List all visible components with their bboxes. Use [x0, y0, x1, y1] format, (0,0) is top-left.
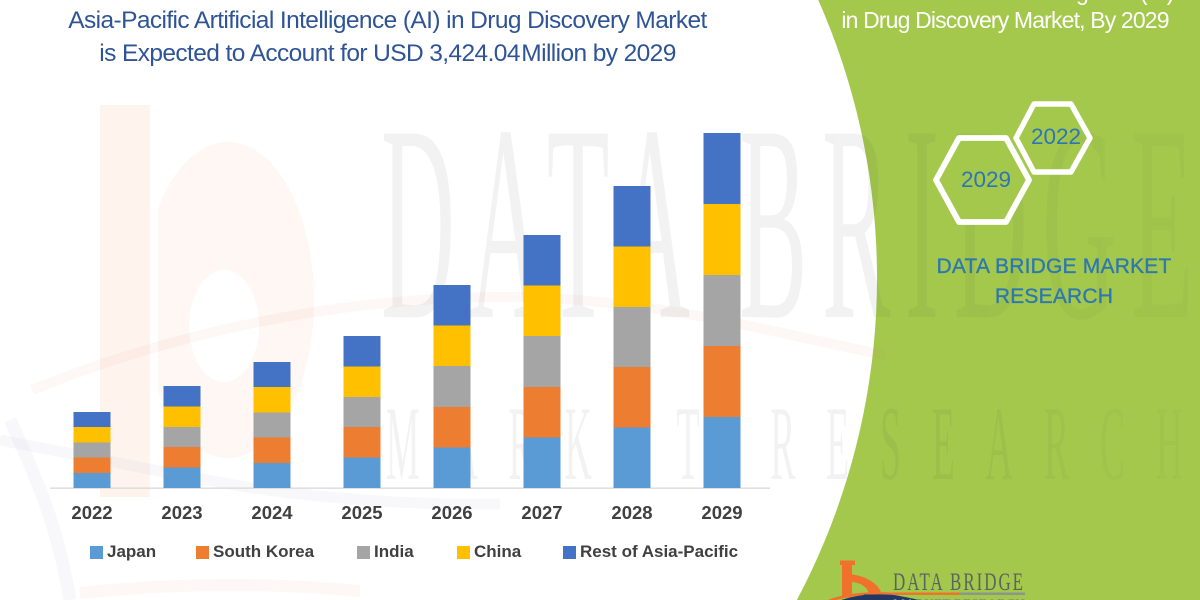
- svg-text:DATA BRIDGE: DATA BRIDGE: [381, 67, 1200, 378]
- svg-text:MARKET RESEARCH: MARKET RESEARCH: [893, 597, 1025, 600]
- svg-text:DATA BRIDGE: DATA BRIDGE: [893, 567, 1025, 596]
- svg-text:MARKET RESEARCH: MARKET RESEARCH: [386, 385, 1200, 502]
